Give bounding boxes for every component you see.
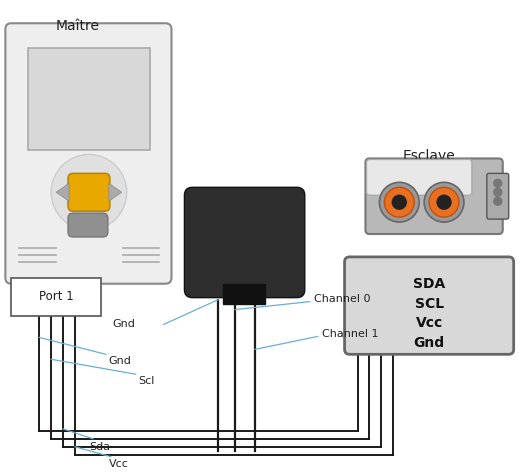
FancyBboxPatch shape [12, 278, 101, 316]
Circle shape [392, 195, 406, 209]
Text: Scl: Scl [139, 376, 155, 386]
Text: Gnd: Gnd [109, 356, 132, 366]
Circle shape [51, 155, 126, 230]
Circle shape [379, 182, 419, 222]
FancyBboxPatch shape [68, 173, 110, 211]
FancyBboxPatch shape [68, 213, 108, 237]
Text: Gnd: Gnd [113, 319, 135, 329]
FancyBboxPatch shape [28, 48, 150, 149]
Text: Maître: Maître [56, 19, 100, 33]
FancyBboxPatch shape [223, 284, 265, 304]
Text: Vcc: Vcc [415, 317, 443, 330]
FancyBboxPatch shape [487, 173, 509, 219]
Polygon shape [109, 183, 122, 201]
Circle shape [429, 187, 459, 217]
Text: SCL: SCL [415, 297, 444, 310]
Text: Gnd: Gnd [414, 337, 445, 350]
Circle shape [424, 182, 464, 222]
FancyBboxPatch shape [184, 187, 305, 298]
Circle shape [494, 179, 502, 187]
Text: Esclave: Esclave [403, 148, 455, 163]
Text: Channel 1: Channel 1 [321, 329, 378, 339]
FancyBboxPatch shape [365, 158, 503, 234]
Circle shape [437, 195, 451, 209]
Text: SDA: SDA [413, 277, 445, 291]
Polygon shape [56, 183, 69, 201]
Circle shape [494, 188, 502, 196]
Text: Channel 0: Channel 0 [314, 293, 370, 304]
Text: Vcc: Vcc [109, 459, 129, 469]
Circle shape [494, 197, 502, 205]
Text: Sda: Sda [89, 442, 110, 452]
FancyBboxPatch shape [5, 23, 171, 284]
FancyBboxPatch shape [366, 159, 472, 195]
Text: Port 1: Port 1 [38, 290, 73, 303]
Circle shape [384, 187, 414, 217]
FancyBboxPatch shape [345, 257, 514, 354]
